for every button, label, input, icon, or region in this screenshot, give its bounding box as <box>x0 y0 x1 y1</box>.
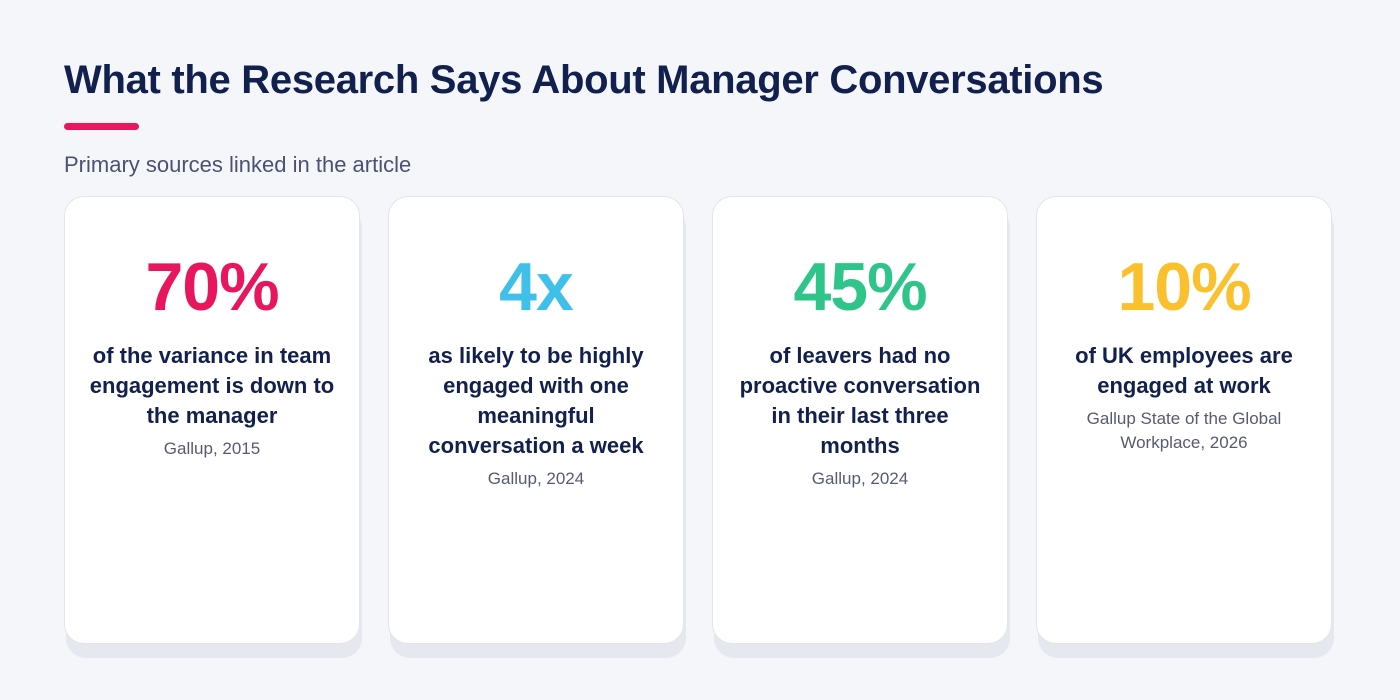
stat-value: 4x <box>499 249 574 325</box>
stat-description: of leavers had no proactive conversation… <box>739 343 981 458</box>
stat-card-wrapper: 45% of leavers had no proactive conversa… <box>712 196 1010 658</box>
stat-card-wrapper: 4x as likely to be highly engaged with o… <box>388 196 686 658</box>
stat-source: Gallup, 2024 <box>811 469 909 488</box>
stat-description: of the variance in team engagement is do… <box>89 343 335 428</box>
page-subtitle: Primary sources linked in the article <box>64 152 412 177</box>
stat-source: Gallup State of the Global Workplace, 20… <box>1086 409 1282 452</box>
stat-card: 4x as likely to be highly engaged with o… <box>388 196 684 644</box>
stat-cards: 70% of the variance in team engagement i… <box>64 196 1336 658</box>
stat-source: Gallup, 2024 <box>487 469 585 488</box>
stat-value: 10% <box>1117 249 1251 325</box>
page-title: What the Research Says About Manager Con… <box>64 58 1104 102</box>
stat-value: 70% <box>145 249 279 325</box>
stat-card-wrapper: 10% of UK employees are engaged at work … <box>1036 196 1334 658</box>
stat-card: 10% of UK employees are engaged at work … <box>1036 196 1332 644</box>
stat-value: 45% <box>793 249 927 325</box>
stat-source: Gallup, 2015 <box>163 439 261 458</box>
stat-card-wrapper: 70% of the variance in team engagement i… <box>64 196 362 658</box>
title-accent-bar <box>64 123 139 130</box>
stat-card: 45% of leavers had no proactive conversa… <box>712 196 1008 644</box>
stat-description: of UK employees are engaged at work <box>1075 343 1293 398</box>
stat-description: as likely to be highly engaged with one … <box>428 343 644 458</box>
stat-card: 70% of the variance in team engagement i… <box>64 196 360 644</box>
